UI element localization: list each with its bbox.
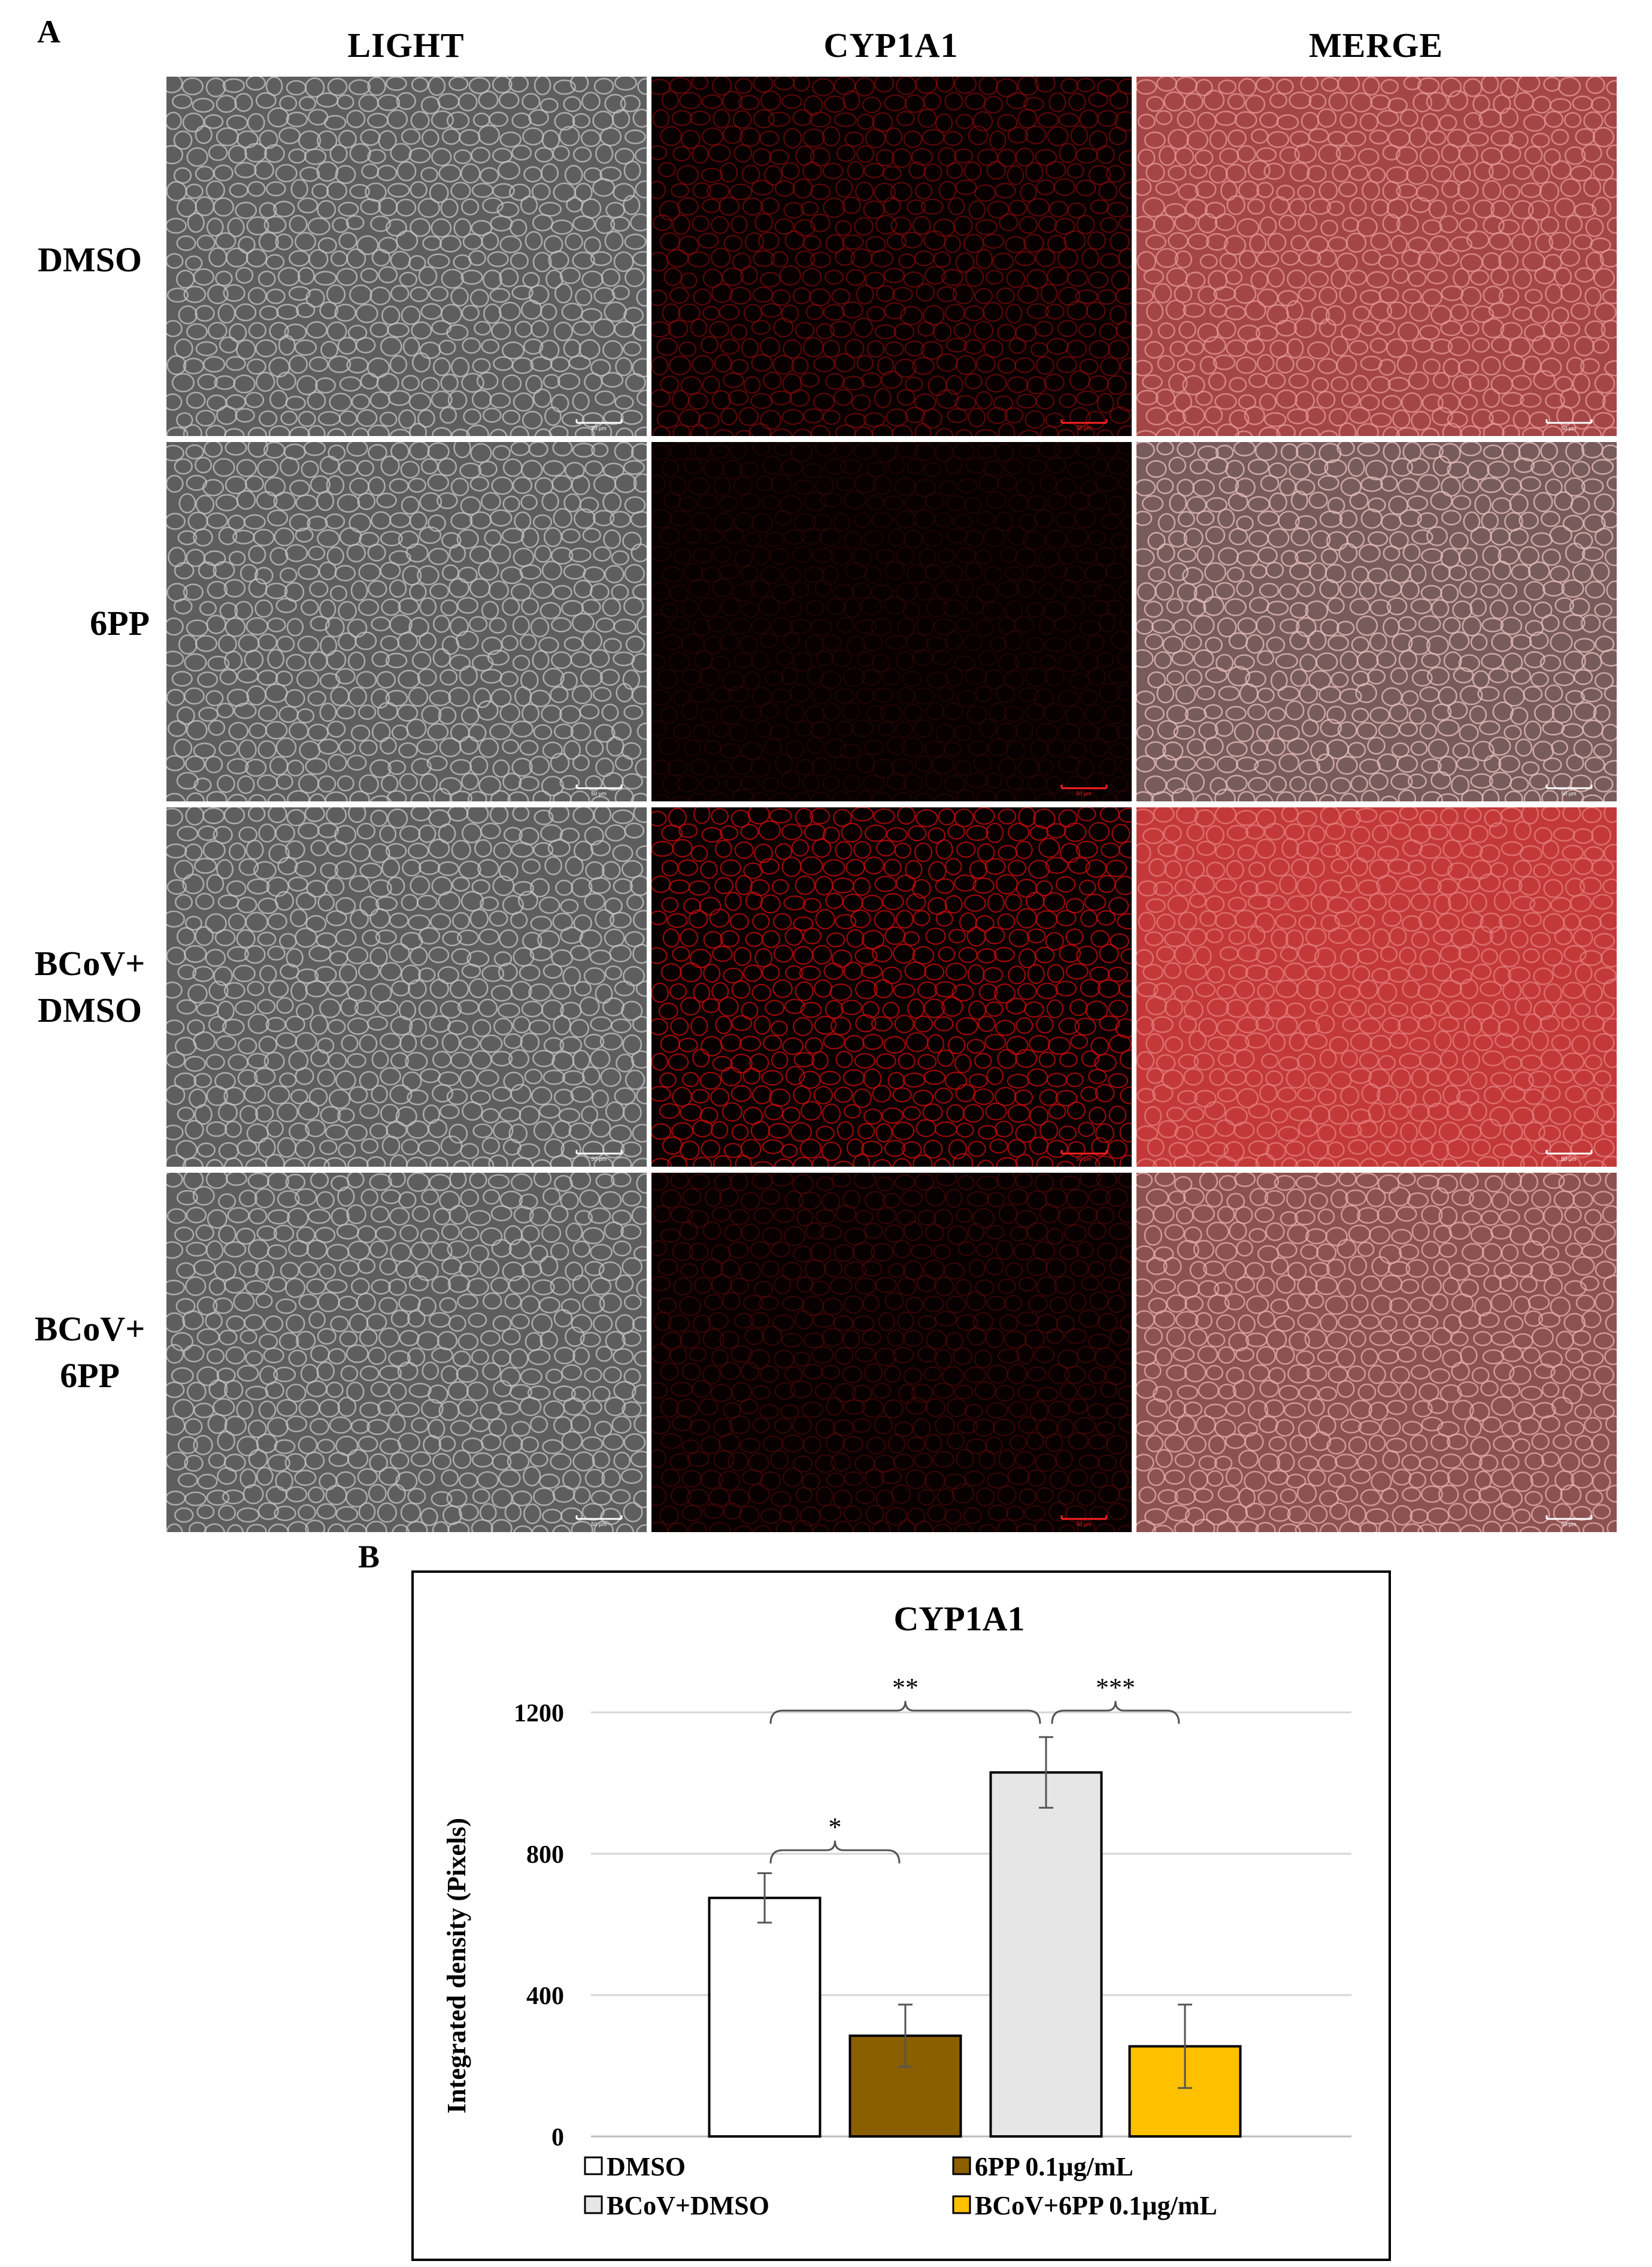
- legend-item: BCoV+DMSO: [584, 2191, 769, 2220]
- y-axis-label: Integrated density (Pixels): [442, 1818, 471, 2114]
- micrograph-merge-row-2: 50 µm: [1136, 442, 1617, 801]
- legend-swatch: [584, 2156, 603, 2175]
- row-label-line: 6PP: [90, 604, 150, 643]
- panel-letter-a: A: [37, 14, 60, 50]
- legend-item: 6PP 0.1µg/mL: [952, 2152, 1133, 2181]
- cyp1a1-bar-chart: CYP1A1 Integrated density (Pixels) 0 400 8…: [442, 1599, 1351, 2220]
- row-label-6pp: 6PP: [48, 600, 192, 647]
- bar-1: [708, 1896, 822, 2138]
- significance-bracket: [769, 1841, 901, 1864]
- micrograph-merge-row-1: 50 µm: [1136, 77, 1617, 436]
- legend-item: BCoV+6PP 0.1µg/mL: [952, 2191, 1217, 2220]
- micrograph-light-row-4: 50 µm: [166, 1173, 647, 1532]
- significance-marker: **: [892, 1673, 919, 1702]
- legend-swatch: [584, 2195, 603, 2214]
- micrograph-cyp1a1-row-3: 50 µm: [651, 807, 1132, 1167]
- micrograph-cyp1a1-row-4: 50 µm: [651, 1173, 1132, 1532]
- row-label-line: DMSO: [38, 991, 142, 1030]
- significance-brackets: *** ***: [769, 1673, 1180, 1864]
- scale-bar-label: 50 µm: [591, 791, 606, 797]
- legend-swatch: [952, 2156, 971, 2175]
- row-label-line: BCoV+: [34, 944, 146, 983]
- scale-bar-label: 50 µm: [1076, 1156, 1091, 1162]
- row-label-line: 6PP: [60, 1356, 120, 1396]
- y-tick-label: 400: [526, 1983, 564, 2010]
- column-header-cyp1a1: CYP1A1: [823, 26, 959, 65]
- row-label-line: BCoV+: [34, 1309, 146, 1348]
- column-header-light: LIGHT: [347, 26, 465, 65]
- legend-label: BCoV+6PP 0.1µg/mL: [975, 2191, 1217, 2220]
- chart-title: CYP1A1: [893, 1599, 1024, 1638]
- scale-bar-label: 50 µm: [1561, 791, 1576, 797]
- significance-bracket: [769, 1700, 1041, 1724]
- micrograph-cyp1a1-row-1: 50 µm: [651, 77, 1132, 436]
- scale-bar-label: 50 µm: [591, 425, 606, 431]
- row-label-line: DMSO: [38, 240, 142, 279]
- scale-bar-label: 50 µm: [1561, 425, 1576, 431]
- bars: [708, 1736, 1242, 2138]
- scale-bar-label: 50 µm: [1076, 425, 1091, 431]
- legend-item: DMSO: [584, 2152, 686, 2181]
- scale-bar-label: 50 µm: [591, 1156, 606, 1162]
- legend-label: DMSO: [607, 2152, 686, 2181]
- micrograph-light-row-3: 50 µm: [166, 807, 647, 1167]
- scale-bar-label: 50 µm: [591, 1521, 606, 1527]
- significance-bracket: [1051, 1700, 1180, 1724]
- scale-bar-label: 50 µm: [1561, 1156, 1576, 1162]
- bar-3: [989, 1771, 1103, 2138]
- micrograph-light-row-2: 50 µm: [166, 442, 647, 801]
- scale-bar-label: 50 µm: [1076, 1521, 1091, 1527]
- panel-letter-b: B: [358, 1539, 380, 1575]
- row-label-bcov-6pp: BCoV+ 6PP: [18, 1306, 162, 1400]
- legend: DMSO 6PP 0.1µg/mL BCoV+DMSO BCoV+6PP 0.1µg/…: [584, 2152, 1217, 2220]
- micrograph-light-row-1: 50 µm: [166, 77, 647, 436]
- significance-marker: *: [829, 1812, 842, 1842]
- legend-label: 6PP 0.1µg/mL: [975, 2152, 1133, 2181]
- y-tick-label: 1200: [514, 1700, 564, 1727]
- y-tick-labels: 0 400 800 1200: [514, 1700, 564, 2151]
- row-label-dmso: DMSO: [18, 237, 162, 283]
- legend-swatch: [952, 2195, 971, 2214]
- scale-bar-label: 50 µm: [1076, 791, 1091, 797]
- significance-marker: ***: [1096, 1673, 1135, 1702]
- row-label-bcov-dmso: BCoV+ DMSO: [18, 940, 162, 1034]
- y-tick-label: 0: [551, 2124, 564, 2151]
- micrograph-merge-row-4: 50 µm: [1136, 1173, 1617, 1532]
- micrograph-merge-row-3: 50 µm: [1136, 807, 1617, 1167]
- y-tick-label: 800: [526, 1841, 564, 1869]
- chart-frame: [411, 1570, 1391, 2261]
- micrograph-cyp1a1-row-2: 50 µm: [651, 442, 1132, 801]
- legend-label: BCoV+DMSO: [607, 2191, 769, 2220]
- scale-bar-label: 50 µm: [1561, 1521, 1576, 1527]
- column-header-merge: MERGE: [1308, 26, 1444, 65]
